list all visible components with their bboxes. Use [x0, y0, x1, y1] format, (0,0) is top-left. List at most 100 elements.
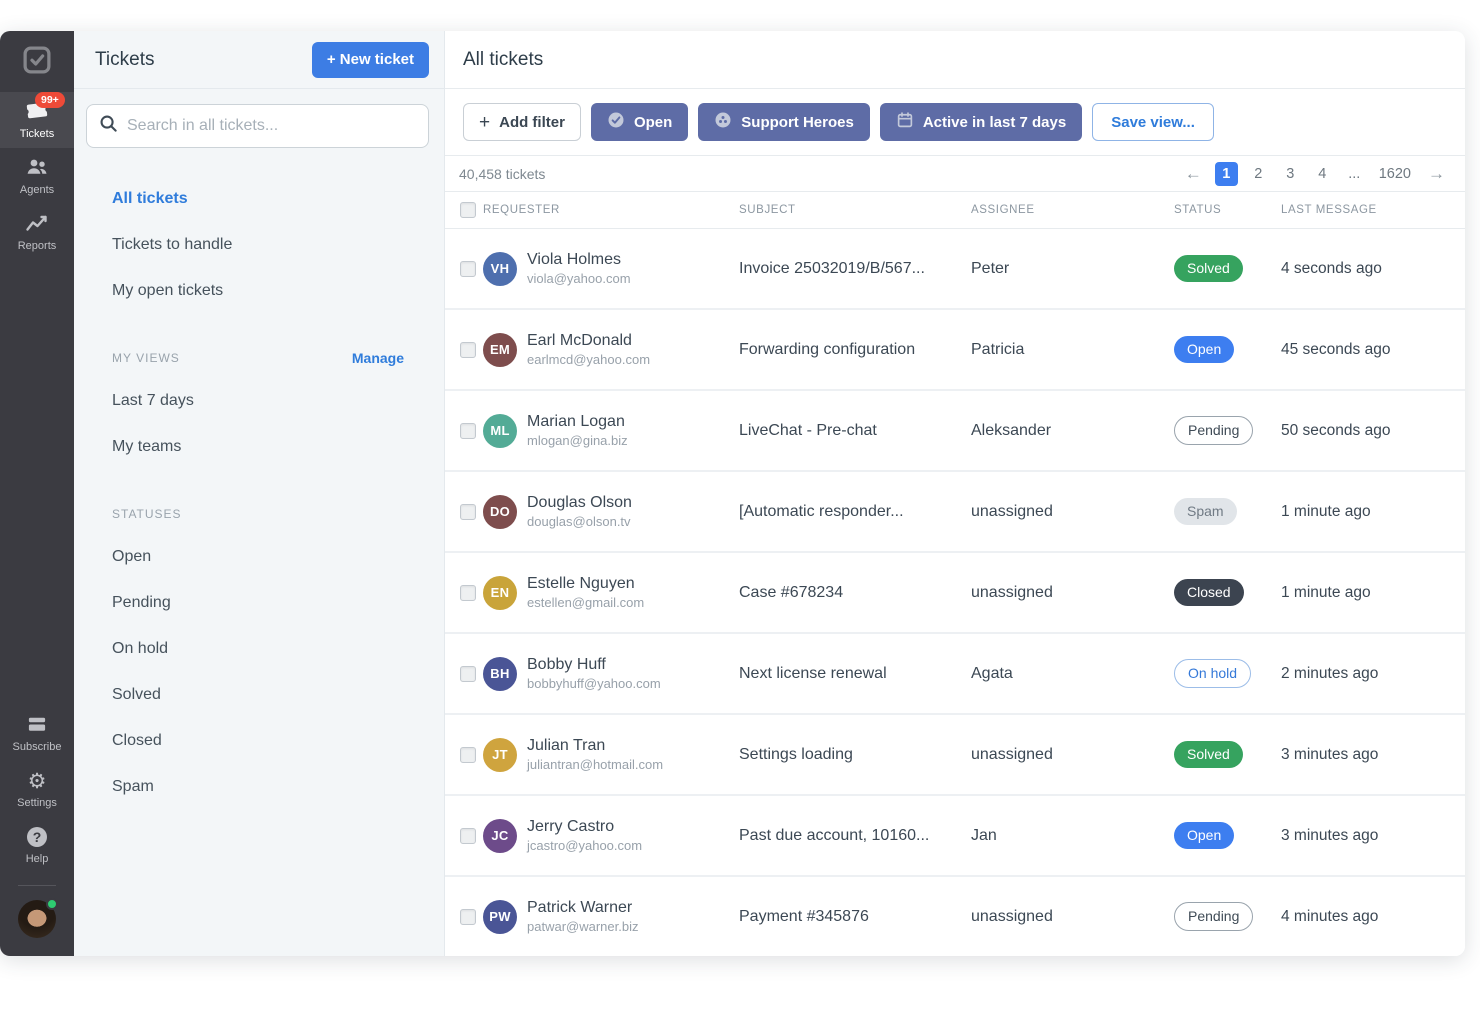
page-number[interactable]: 1620: [1378, 165, 1411, 182]
rail-item-label: Agents: [19, 184, 55, 196]
ticket-row[interactable]: EM Earl McDonald earlmcd@yahoo.com Forwa…: [445, 310, 1465, 391]
search-icon: [99, 114, 118, 138]
ticket-row[interactable]: JT Julian Tran juliantran@hotmail.com Se…: [445, 715, 1465, 796]
row-checkbox[interactable]: [460, 746, 476, 763]
rail-item-help[interactable]: ? Help: [0, 817, 74, 873]
ticket-row[interactable]: BH Bobby Huff bobbyhuff@yahoo.com Next l…: [445, 634, 1465, 715]
row-checkbox[interactable]: [460, 665, 476, 682]
add-filter-button[interactable]: + Add filter: [463, 103, 581, 141]
row-checkbox[interactable]: [460, 503, 476, 520]
ticket-row[interactable]: PW Patrick Warner patwar@warner.biz Paym…: [445, 877, 1465, 956]
filter-chip-open[interactable]: Open: [590, 103, 689, 141]
page-title: All tickets: [463, 48, 544, 70]
ticket-row[interactable]: VH Viola Holmes viola@yahoo.com Invoice …: [445, 229, 1465, 310]
tickets-sidebar: Tickets + New ticket All tickets Tickets…: [74, 31, 445, 956]
requester-email: douglas@olson.tv: [527, 514, 631, 529]
sidebar-status-item[interactable]: Solved: [112, 686, 161, 703]
rail-item-reports[interactable]: Reports: [0, 204, 74, 260]
online-status-dot: [46, 898, 58, 910]
column-header-last-message: LAST MESSAGE: [1281, 204, 1377, 216]
main-header: All tickets: [445, 31, 1465, 89]
plus-icon: +: [479, 111, 491, 133]
rail-item-agents[interactable]: Agents: [0, 148, 74, 204]
requester-avatar: EM: [483, 332, 517, 367]
subscribe-card-icon: [26, 715, 48, 736]
ticket-search[interactable]: [86, 104, 429, 148]
ticket-assignee: Agata: [971, 664, 1013, 682]
sidebar-status-item[interactable]: On hold: [112, 640, 169, 657]
rail-item-label: Help: [25, 853, 49, 865]
page-number[interactable]: 3: [1286, 165, 1295, 182]
section-title: MY VIEWS: [112, 351, 180, 365]
status-badge: Solved: [1174, 254, 1243, 283]
sidebar-nav-item[interactable]: All tickets: [112, 190, 188, 207]
ticket-assignee: unassigned: [971, 502, 1053, 520]
status-badge: On hold: [1174, 658, 1252, 689]
row-checkbox[interactable]: [460, 341, 476, 358]
sidebar-nav-item[interactable]: My open tickets: [112, 282, 224, 299]
sidebar-status-item[interactable]: Spam: [112, 778, 154, 795]
unread-count-badge: 99+: [35, 92, 65, 108]
filter-chip-support-heroes[interactable]: Support Heroes: [698, 103, 870, 141]
sidebar-status-item[interactable]: Pending: [112, 594, 171, 611]
user-avatar[interactable]: [18, 898, 58, 938]
calendar-icon: [896, 111, 914, 133]
last-message-time: 1 minute ago: [1281, 583, 1371, 601]
rail-item-label: Subscribe: [12, 741, 62, 753]
my-views-list: Last 7 days My teams: [74, 378, 444, 470]
requester-avatar: ML: [483, 413, 517, 448]
save-view-button[interactable]: Save view...: [1092, 103, 1214, 141]
requester-email: patwar@warner.biz: [527, 919, 639, 934]
rail-item-subscribe[interactable]: Subscribe: [0, 705, 74, 761]
manage-views-link[interactable]: Manage: [351, 350, 404, 366]
requester-name: Viola Holmes: [527, 251, 621, 268]
row-checkbox[interactable]: [460, 584, 476, 601]
column-header-assignee: ASSIGNEE: [971, 204, 1035, 216]
ticket-row[interactable]: EN Estelle Nguyen estellen@gmail.com Cas…: [445, 553, 1465, 634]
rail-item-label: Settings: [17, 797, 57, 809]
page-number[interactable]: ...: [1348, 165, 1361, 182]
last-message-time: 50 seconds ago: [1281, 421, 1391, 439]
rail-item-settings[interactable]: ⚙ Settings: [0, 761, 74, 817]
check-circle-icon: [607, 111, 625, 133]
ticket-subject: Case #678234: [739, 583, 844, 601]
sidebar-view-item[interactable]: My teams: [112, 438, 182, 455]
sidebar-status-item[interactable]: Open: [112, 548, 152, 565]
last-message-time: 4 seconds ago: [1281, 259, 1382, 277]
row-checkbox[interactable]: [460, 908, 476, 925]
ticket-assignee: unassigned: [971, 907, 1053, 925]
row-checkbox[interactable]: [460, 422, 476, 439]
rail-item-tickets[interactable]: 99+ Tickets: [0, 92, 74, 148]
sidebar-view-item[interactable]: Last 7 days: [112, 392, 194, 409]
last-message-time: 1 minute ago: [1281, 502, 1371, 520]
ticket-assignee: Peter: [971, 259, 1010, 277]
app-logo[interactable]: [22, 45, 52, 80]
new-ticket-button[interactable]: + New ticket: [311, 41, 429, 78]
page-number[interactable]: 2: [1254, 165, 1263, 182]
next-page-arrow[interactable]: →: [1428, 163, 1445, 183]
ticket-assignee: Patricia: [971, 340, 1025, 358]
sidebar-status-item[interactable]: Closed: [112, 732, 162, 749]
page-number[interactable]: 1: [1214, 161, 1238, 186]
select-all-checkbox[interactable]: [460, 202, 476, 218]
last-message-time: 45 seconds ago: [1281, 340, 1391, 358]
prev-page-arrow[interactable]: ←: [1184, 163, 1202, 183]
tickets-count: 40,458 tickets: [459, 165, 546, 182]
row-checkbox[interactable]: [460, 827, 476, 844]
ticket-row[interactable]: JC Jerry Castro jcastro@yahoo.com Past d…: [445, 796, 1465, 877]
status-badge: Open: [1174, 821, 1235, 850]
statuses-list: Open Pending On hold Solved Closed Spam: [74, 534, 444, 810]
app-rail: 99+ Tickets Agents: [0, 31, 74, 956]
check-square-logo-icon: [22, 45, 52, 80]
search-input[interactable]: [127, 117, 416, 135]
requester-email: viola@yahoo.com: [527, 271, 631, 286]
ticket-row[interactable]: ML Marian Logan mlogan@gina.biz LiveChat…: [445, 391, 1465, 472]
results-toolbar: 40,458 tickets ← 1 2 3 4 ...: [445, 156, 1465, 192]
requester-name: Douglas Olson: [527, 494, 632, 511]
sidebar-nav-item[interactable]: Tickets to handle: [112, 236, 233, 253]
row-checkbox[interactable]: [460, 260, 476, 277]
ticket-subject: Next license renewal: [739, 664, 887, 682]
filter-chip-active-last-7-days[interactable]: Active in last 7 days: [879, 103, 1083, 141]
page-number[interactable]: 4: [1318, 165, 1327, 182]
ticket-row[interactable]: DO Douglas Olson douglas@olson.tv [Autom…: [445, 472, 1465, 553]
